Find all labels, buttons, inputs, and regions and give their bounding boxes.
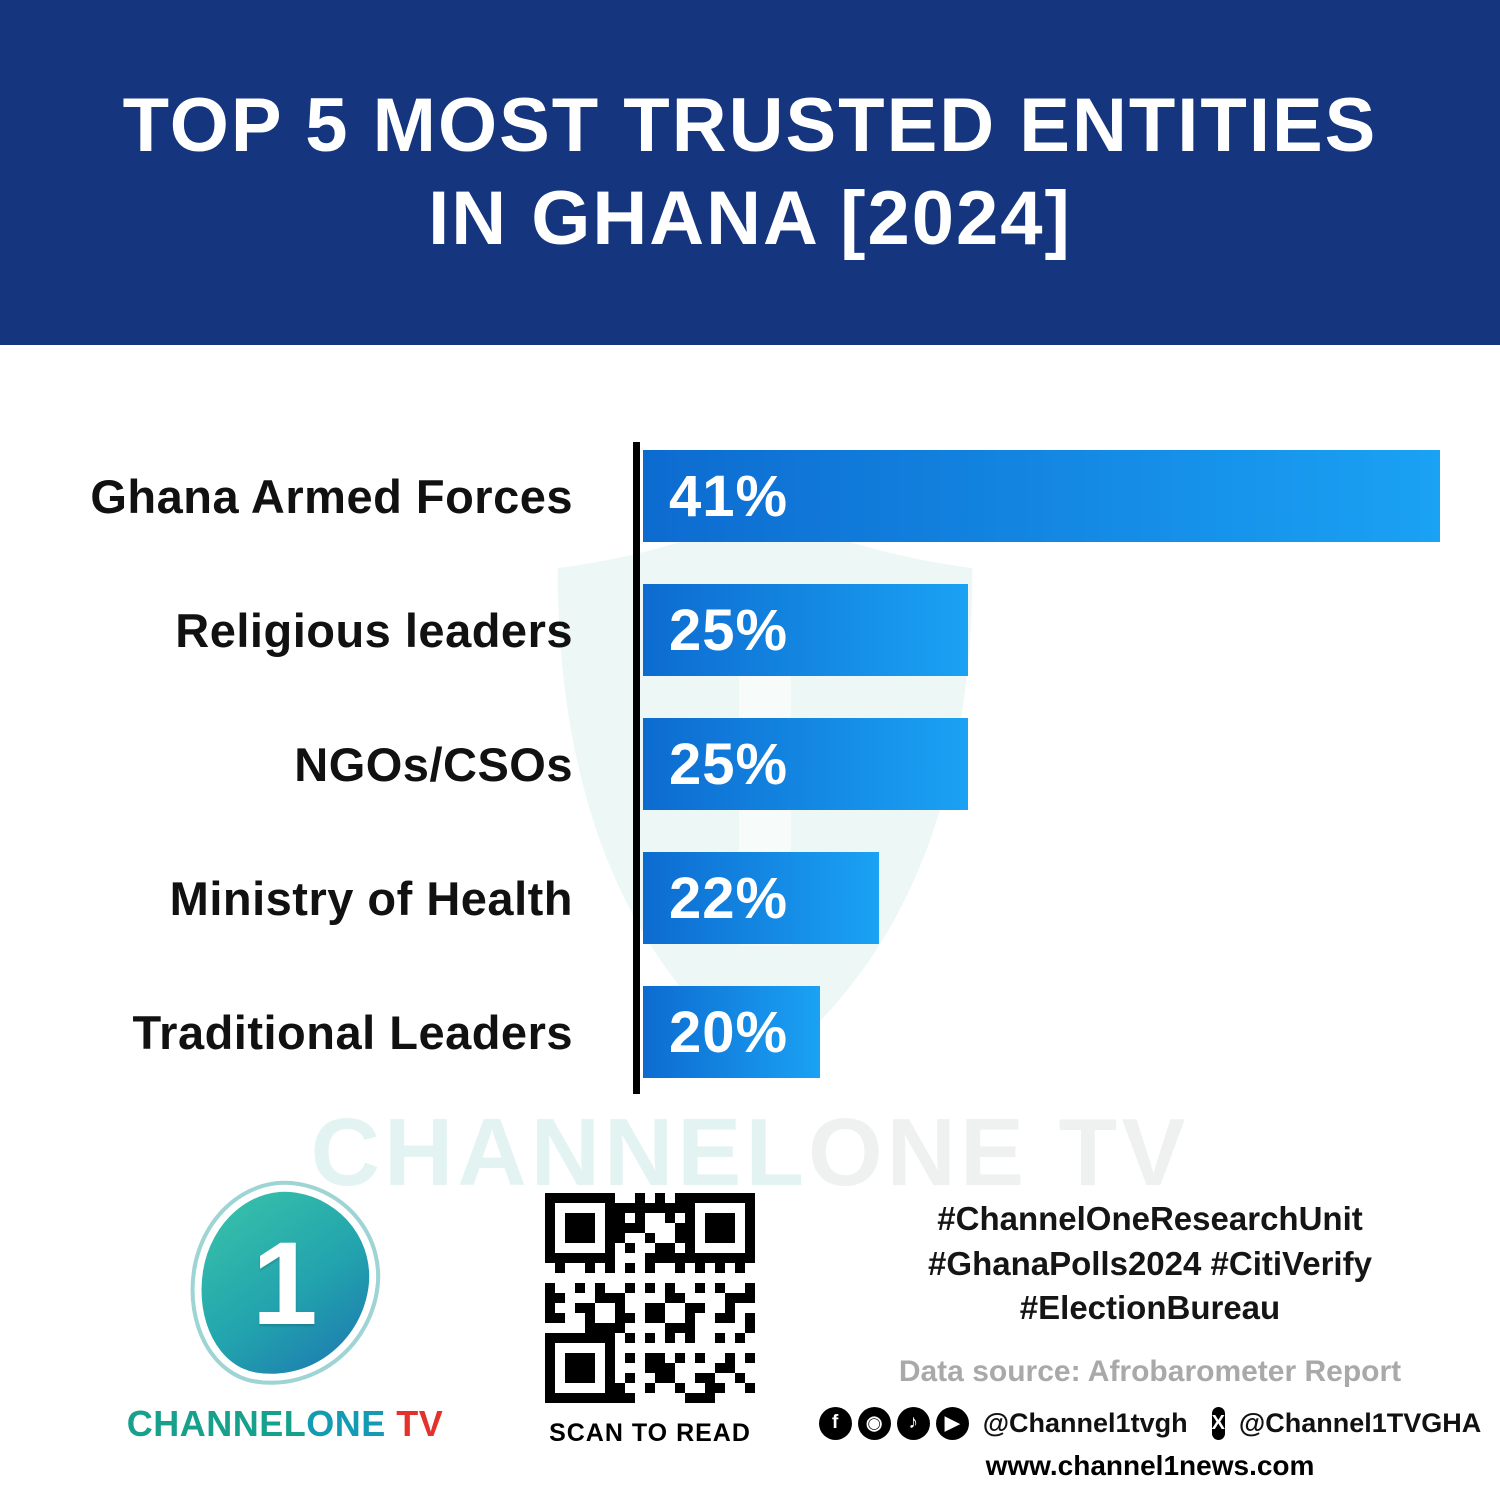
social-icon-cluster: f ◉ ♪ ▶ [818,1406,969,1440]
hashtags-line2: #GhanaPolls2024 #CitiVerify [928,1244,1372,1282]
hashtags-line1: #ChannelOneResearchUnit [937,1200,1363,1237]
bar: 20% [643,986,820,1078]
website-url: www.channel1news.com [985,1449,1315,1481]
bar-label: Ministry of Health [169,871,573,925]
x-icon: X [1211,1406,1225,1440]
qr-block: SCAN TO READ [538,1193,762,1448]
bar-chart: Ghana Armed Forces 41% Religious leaders 25… [0,442,1500,1110]
bar: 25% [643,718,968,810]
channel-one-logo-block: 1 CHANNELONE TV [120,1172,450,1445]
social-handle-2: @Channel1TVGHA [1238,1407,1482,1438]
channel-one-logo-icon: 1 [180,1172,390,1396]
bar-row: Traditional Leaders 20% [0,986,1500,1078]
logo-digit: 1 [252,1217,318,1350]
bar-value: 25% [669,597,789,663]
brand-wordmark: CHANNELONE TV [127,1403,444,1445]
social-row: f ◉ ♪ ▶ @Channel1tvgh X @Channel1TVGHA [818,1406,1481,1440]
bar-label: Religious leaders [175,603,573,657]
brand-one: ONE [306,1403,386,1444]
qr-caption: SCAN TO READ [549,1419,751,1447]
page-title: TOP 5 MOST TRUSTED ENTITIES IN GHANA [20… [123,80,1378,265]
instagram-icon: ◉ [857,1406,891,1440]
hashtags: #ChannelOneResearchUnit #GhanaPolls2024 … [860,1197,1440,1331]
bar-value: 25% [669,731,789,797]
facebook-icon: f [818,1406,852,1440]
data-source: Data source: Afrobarometer Report [898,1354,1402,1388]
bar-value: 22% [669,865,789,931]
page-title-line2: IN GHANA [2024] [428,175,1072,261]
bar-label: NGOs/CSOs [294,737,573,791]
watermark-one: ONE [807,1099,1028,1206]
bar-value: 20% [669,999,789,1065]
header-banner: TOP 5 MOST TRUSTED ENTITIES IN GHANA [20… [0,0,1500,345]
chart-axis [633,442,640,1094]
bar-label: Traditional Leaders [132,1005,573,1059]
brand-tv: TV [385,1403,444,1444]
bar: 25% [643,584,968,676]
bar-row: NGOs/CSOs 25% [0,718,1500,810]
tiktok-icon: ♪ [896,1406,930,1440]
social-handle-1: @Channel1tvgh [982,1407,1188,1438]
footer: 1 CHANNELONE TV SCAN TO READ #ChannelOne… [0,1172,1500,1485]
brand-channel: CHANNEL [126,1403,307,1444]
bar: 22% [643,852,879,944]
brand-watermark: CHANNELONE TV [0,1098,1500,1208]
hashtags-line3: #ElectionBureau [1019,1289,1281,1327]
bar-label: Ghana Armed Forces [90,469,573,523]
bar-rows: Ghana Armed Forces 41% Religious leaders 25… [0,450,1500,1078]
watermark-tv: TV [1028,1099,1190,1206]
footer-info: #ChannelOneResearchUnit #GhanaPolls2024 … [818,1197,1481,1482]
bar-row: Religious leaders 25% [0,584,1500,676]
page-title-line1: TOP 5 MOST TRUSTED ENTITIES [122,82,1378,168]
bar-value: 41% [669,463,789,529]
youtube-icon: ▶ [935,1406,969,1440]
bar-row: Ghana Armed Forces 41% [0,450,1500,542]
bar: 41% [643,450,1440,542]
bar-row: Ministry of Health 22% [0,852,1500,944]
watermark-channel: CHANNEL [310,1099,808,1206]
qr-code [545,1193,755,1403]
